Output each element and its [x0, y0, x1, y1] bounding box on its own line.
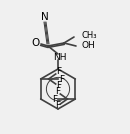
Text: F: F	[52, 94, 57, 103]
Text: F: F	[56, 81, 61, 90]
Text: F: F	[59, 75, 64, 83]
Text: N: N	[41, 12, 49, 22]
Text: F: F	[55, 101, 60, 111]
Text: OH: OH	[82, 40, 96, 49]
Text: F: F	[56, 68, 61, 77]
Text: CH₃: CH₃	[81, 31, 96, 40]
Text: O: O	[32, 38, 40, 48]
Text: F: F	[55, 88, 60, 96]
Text: NH: NH	[53, 53, 67, 62]
